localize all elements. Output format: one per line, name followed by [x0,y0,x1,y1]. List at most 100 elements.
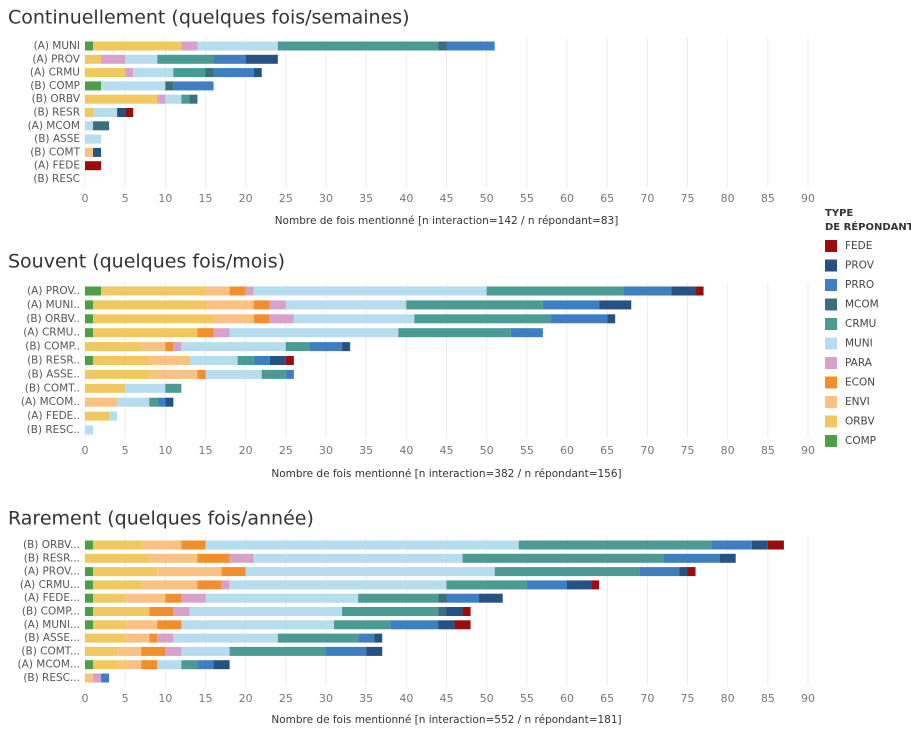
bar-segment [85,81,102,91]
x-tick-label: 25 [279,692,293,705]
x-tick-label: 10 [158,692,172,705]
bar-segment [237,356,254,365]
legend-swatch [825,396,837,408]
x-tick-label: 0 [82,192,89,205]
bar-segment [599,300,632,310]
legend-label: CRMU [845,318,876,330]
category-label: (B) RESC [33,173,80,185]
bar-segment [550,314,608,324]
x-tick-label: 45 [440,692,454,705]
bar-segment [85,567,94,577]
x-tick-label: 15 [199,692,213,705]
category-label: (B) COMT... [21,645,80,657]
bar-segment [165,646,182,656]
bar-segment [518,540,712,550]
bar-segment [197,369,206,379]
bar-segment [679,567,688,577]
x-tick-label: 50 [480,444,494,457]
category-label: (B) ASSE... [24,632,80,644]
bar-segment [213,68,254,78]
bar-segment [406,300,543,310]
x-tick-label: 55 [520,444,534,457]
bar-segment [567,580,592,590]
bar-segment [93,314,214,324]
bar-segment [93,540,142,550]
bar-segment [221,567,246,577]
legend-swatch [825,240,837,252]
bar-segment [165,593,182,603]
bar-segment [85,328,94,338]
x-tick-label: 60 [560,192,574,205]
chart-title: Continuellement (quelques fois/semaines) [8,7,410,29]
bar-segment [205,369,262,379]
bar-segment [197,660,214,670]
bar-segment [85,314,94,324]
x-tick-label: 0 [82,444,89,457]
bar-segment [189,607,343,616]
bar-segment [526,580,567,590]
bar-segment [639,567,680,577]
bar-segment [85,134,102,144]
legend-label: PRRO [845,279,874,291]
bar-segment [245,567,495,577]
bar-segment [197,41,278,51]
bar-segment [117,646,142,656]
bar-segment [623,286,672,296]
legend-swatch [825,337,837,350]
bar-segment [205,540,519,550]
bar-segment [165,94,182,104]
bar-segment [93,580,142,590]
x-tick-label: 55 [520,192,534,205]
x-tick-label: 70 [640,192,654,205]
bar-segment [149,607,174,616]
bar-segment [157,54,214,64]
bar-segment [117,108,126,117]
x-tick-label: 50 [480,192,494,205]
bar-segment [149,356,190,365]
bar-segment [85,342,142,352]
bar-segment [125,633,150,643]
bar-segment [438,620,455,630]
bar-segment [157,633,174,643]
bar-segment [591,580,600,590]
bar-segment [141,660,158,670]
x-tick-label: 15 [199,444,213,457]
bar-segment [253,68,262,78]
bar-segment [93,567,158,577]
x-tick-label: 15 [199,192,213,205]
bar-segment [85,356,94,365]
category-label: (A) PROV.. [27,285,80,297]
legend-swatch [825,298,837,311]
bar-segment [751,540,768,550]
bar-segment [125,383,166,393]
bar-segment [454,620,471,630]
bar-segment [85,540,94,550]
x-tick-label: 30 [319,692,333,705]
bar-segment [197,553,230,563]
bar-segment [85,121,94,131]
bar-segment [181,342,286,352]
bar-segment [157,567,222,577]
bar-segment [85,607,94,616]
bar-segment [85,94,158,104]
bar-segment [109,411,118,421]
legend-title: TYPE [825,208,853,219]
bar-segment [125,68,134,78]
bar-segment [101,81,166,91]
x-tick-label: 20 [239,444,253,457]
x-tick-label: 90 [801,444,815,457]
bar-segment [229,328,399,338]
category-label: (B) ASSE [34,133,80,145]
x-tick-label: 50 [480,692,494,705]
bar-segment [181,540,206,550]
x-tick-label: 25 [279,192,293,205]
bar-segment [125,54,158,64]
bar-segment [93,300,206,310]
bar-segment [157,397,166,407]
bar-segment [165,397,174,407]
legend-swatch [825,318,837,330]
bar-segment [253,314,270,324]
bar-segment [173,607,190,616]
bar-segment [414,314,551,324]
x-tick-label: 70 [640,444,654,457]
